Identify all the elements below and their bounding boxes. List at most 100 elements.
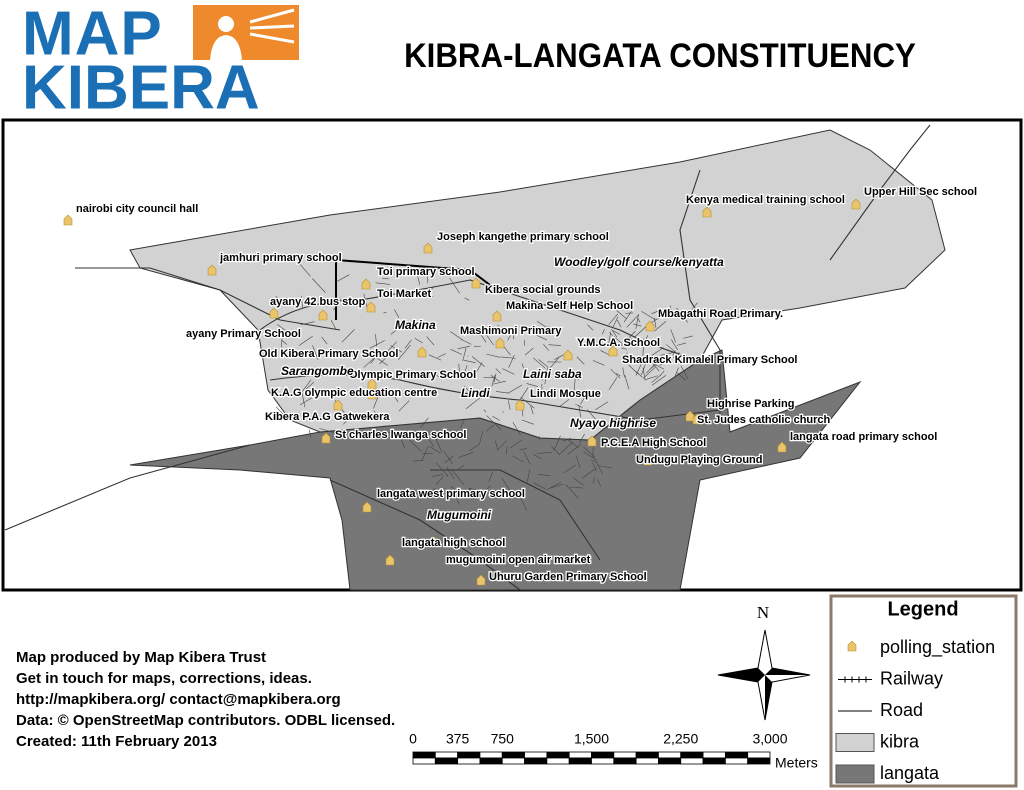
street bbox=[621, 347, 628, 350]
area-label: Lindi bbox=[461, 386, 490, 400]
polling-station-label: Uhuru Garden Primary School bbox=[489, 571, 647, 583]
scale-segment bbox=[412, 751, 436, 759]
scale-segment bbox=[434, 751, 459, 759]
street bbox=[479, 431, 484, 445]
street bbox=[435, 462, 449, 477]
polling-station-label: Olympic Primary School bbox=[349, 369, 476, 381]
polling-station-label: Toi primary school bbox=[377, 266, 475, 278]
street bbox=[491, 375, 496, 387]
street bbox=[298, 335, 313, 346]
credit-line: Data: © OpenStreetMap contributors. ODBL… bbox=[16, 712, 395, 729]
polling-station-label: nairobi city council hall bbox=[76, 203, 198, 215]
street bbox=[343, 420, 347, 425]
street bbox=[609, 332, 623, 345]
street bbox=[576, 356, 585, 365]
street bbox=[455, 496, 460, 505]
street bbox=[647, 355, 658, 365]
street bbox=[412, 460, 424, 462]
street bbox=[612, 316, 619, 329]
scale-segment bbox=[457, 757, 481, 765]
street bbox=[512, 331, 515, 340]
street bbox=[512, 422, 521, 436]
street bbox=[429, 446, 441, 454]
street bbox=[530, 405, 534, 415]
street bbox=[523, 451, 531, 465]
street bbox=[549, 483, 564, 489]
street bbox=[445, 488, 448, 493]
street bbox=[546, 481, 562, 491]
street bbox=[566, 438, 579, 448]
street bbox=[595, 401, 609, 411]
polling-station-icon bbox=[702, 206, 712, 218]
area-label: Makina bbox=[395, 318, 436, 332]
street bbox=[641, 311, 656, 321]
kibra-area bbox=[129, 129, 946, 441]
polling-station-icon bbox=[207, 264, 217, 276]
street bbox=[496, 391, 509, 394]
street bbox=[308, 429, 312, 438]
street bbox=[458, 363, 461, 379]
scale-segment bbox=[412, 757, 436, 765]
road bbox=[829, 124, 931, 261]
street bbox=[524, 347, 534, 356]
street bbox=[478, 331, 487, 343]
street bbox=[400, 438, 406, 449]
street bbox=[579, 433, 585, 443]
street bbox=[437, 353, 446, 358]
legend-box bbox=[829, 594, 1018, 788]
street bbox=[565, 484, 579, 499]
street bbox=[379, 352, 392, 365]
street bbox=[449, 278, 460, 294]
street bbox=[509, 490, 517, 494]
street bbox=[397, 269, 404, 275]
street bbox=[595, 461, 604, 475]
street bbox=[312, 345, 319, 360]
scale-segment bbox=[724, 751, 749, 759]
polling-station-icon bbox=[361, 278, 371, 290]
legend-langata bbox=[835, 764, 875, 784]
polling-station-label: jamhuri primary school bbox=[219, 252, 342, 264]
street bbox=[635, 370, 643, 378]
street bbox=[544, 373, 547, 385]
logo-map: MAP bbox=[22, 0, 163, 68]
street bbox=[508, 354, 515, 368]
credit-line: Created: 11th February 2013 bbox=[16, 733, 217, 750]
street bbox=[495, 440, 499, 451]
street bbox=[580, 397, 585, 405]
street bbox=[554, 354, 564, 360]
street bbox=[583, 451, 597, 460]
area-label: Mugumoini bbox=[427, 508, 492, 522]
street bbox=[462, 365, 468, 380]
scale-segment bbox=[635, 757, 659, 765]
street-network bbox=[275, 261, 698, 511]
road bbox=[679, 169, 721, 420]
polling-station-icon bbox=[563, 349, 573, 361]
scale-label: 3,000 bbox=[752, 731, 787, 747]
street bbox=[668, 352, 680, 361]
street bbox=[326, 412, 328, 421]
street bbox=[548, 357, 560, 370]
street bbox=[490, 375, 500, 382]
street bbox=[563, 464, 576, 474]
scale-segment bbox=[680, 751, 704, 759]
street bbox=[615, 373, 621, 377]
polling-station-icon bbox=[492, 310, 502, 322]
street bbox=[427, 286, 434, 297]
street bbox=[633, 323, 642, 327]
street bbox=[275, 406, 289, 420]
legend: Legend polling_station Railway Road kibra la… bbox=[829, 594, 1018, 788]
scale-segment bbox=[702, 757, 726, 765]
street bbox=[578, 405, 582, 418]
street bbox=[458, 464, 465, 470]
compass-fill bbox=[718, 630, 810, 720]
street bbox=[533, 482, 546, 490]
street bbox=[670, 305, 672, 312]
polling-station-icon bbox=[851, 198, 861, 210]
street bbox=[612, 330, 618, 338]
street bbox=[418, 489, 425, 499]
road bbox=[269, 374, 721, 421]
roads bbox=[4, 124, 931, 591]
street bbox=[562, 437, 572, 442]
scale-segment bbox=[546, 751, 570, 759]
